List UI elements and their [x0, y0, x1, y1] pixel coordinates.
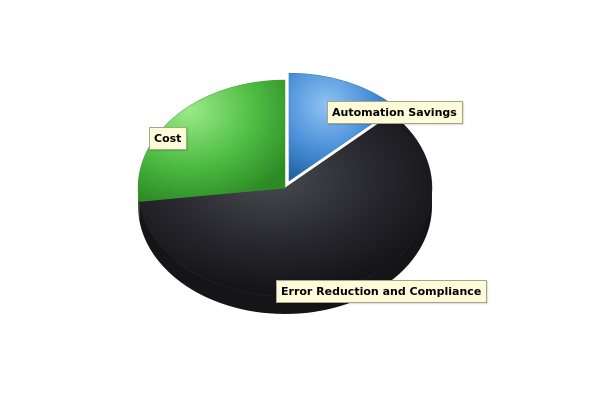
slice-label-error-reduction-and-compliance: Error Reduction and Compliance [276, 280, 488, 303]
pie-slice-cost[interactable] [137, 79, 286, 202]
slice-label-cost: Cost [149, 127, 188, 150]
slice-label-automation-savings: Automation Savings [327, 101, 463, 124]
